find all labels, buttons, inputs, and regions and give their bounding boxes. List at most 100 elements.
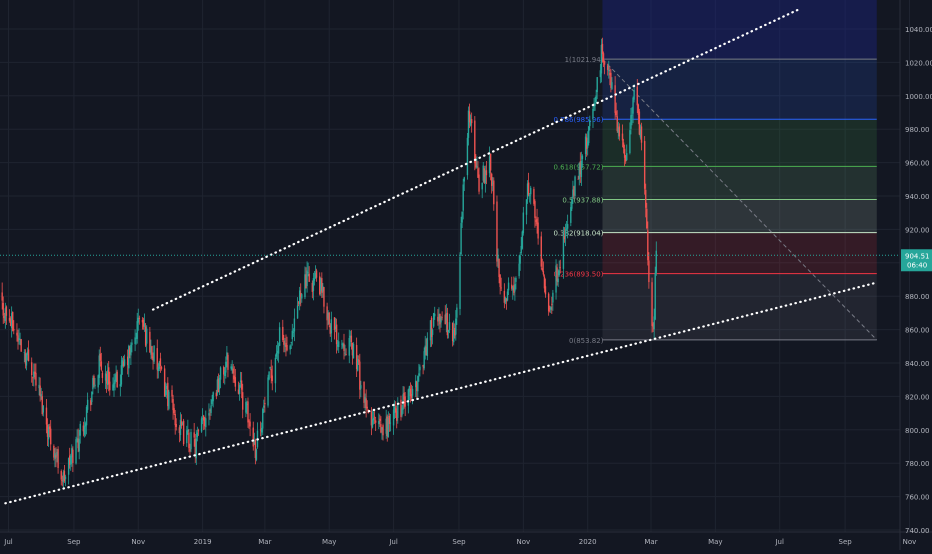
price-tick-label: 860.00 [905, 327, 930, 335]
candle-body [518, 263, 520, 277]
candle-body [579, 161, 582, 175]
candle-body [189, 448, 191, 452]
price-tick-label: 1040.00 [905, 26, 932, 34]
candle-body [534, 201, 536, 218]
candle-body [27, 349, 30, 361]
candle-body [512, 287, 514, 291]
candle-body [254, 440, 257, 458]
candle-body [393, 406, 396, 413]
candle-body [600, 44, 603, 74]
trendlines[interactable] [4, 7, 877, 505]
candle-body [48, 426, 51, 430]
candle-body [652, 323, 654, 327]
candle-body [371, 419, 374, 428]
candle-body [252, 427, 254, 447]
time-tick-label: 2019 [194, 538, 212, 546]
candle-body [163, 368, 166, 397]
candle-body [86, 399, 89, 410]
lower-channel-line[interactable] [4, 281, 877, 505]
candle-body [519, 255, 521, 264]
candle-body [572, 189, 574, 198]
candle-body [24, 353, 27, 364]
candle-body [596, 77, 598, 93]
candle-body [404, 396, 406, 407]
candle-body [496, 201, 498, 262]
candle-body [379, 418, 381, 421]
candle-body [178, 427, 181, 434]
candle-body [646, 208, 648, 229]
candle-body [270, 369, 272, 379]
upper-channel-line[interactable] [151, 7, 801, 311]
candle-body [653, 316, 655, 330]
candle-body [419, 366, 421, 371]
candle-body [233, 375, 235, 380]
candle-body [602, 53, 605, 63]
candle-body [608, 69, 610, 72]
candle-body [20, 339, 22, 352]
candle-body [616, 116, 618, 131]
candle-body [72, 449, 74, 463]
candle-body [336, 344, 339, 347]
candle-body [571, 199, 573, 209]
candle-body [614, 85, 616, 113]
candle-body [262, 408, 264, 429]
candle-body [476, 166, 478, 168]
candle-body [61, 480, 64, 481]
candle-body [57, 449, 59, 468]
candle-body [359, 361, 361, 390]
time-tick-label: Sep [839, 538, 853, 546]
candle-body [430, 317, 433, 337]
candle-body [320, 278, 322, 292]
candle-body [47, 427, 50, 440]
fib-band [602, 166, 877, 200]
time-tick-label: Jul [388, 538, 398, 546]
candle-body [25, 353, 28, 366]
candle-body [144, 326, 147, 346]
candle-body [200, 418, 203, 432]
candle-body [455, 318, 457, 335]
candle-body [643, 140, 646, 189]
candle-body [526, 183, 529, 200]
candle-body [499, 274, 501, 287]
candle-body [618, 126, 621, 137]
candle-body [226, 352, 228, 360]
candle-body [10, 313, 13, 329]
candle-body [104, 373, 107, 381]
candle-body [31, 362, 33, 376]
fib-diagonal-line [602, 58, 878, 341]
price-tick-label: 1000.00 [905, 93, 932, 101]
candle-body [648, 260, 650, 283]
time-tick-label: 2020 [579, 538, 597, 546]
candle-body [478, 174, 480, 192]
candle-body [238, 385, 241, 394]
grid [0, 0, 910, 532]
candle-body [134, 337, 136, 344]
price-tick-label: 740.00 [905, 527, 930, 535]
candle-body [409, 388, 412, 397]
candle-body [515, 277, 517, 282]
candle-body [387, 418, 389, 437]
candle-body [62, 472, 65, 483]
candle-body [12, 312, 14, 331]
candle-body [94, 384, 96, 387]
candle-body [601, 43, 604, 54]
candle-body [330, 319, 333, 334]
candle-body [196, 432, 199, 438]
candle-body [358, 360, 360, 362]
candle-body [401, 408, 403, 416]
candle-body [90, 400, 92, 406]
candle-body [498, 258, 500, 278]
candle-body [269, 366, 271, 369]
candle-body [492, 182, 494, 184]
candle-body [580, 161, 583, 178]
price-tick-label: 800.00 [905, 427, 930, 435]
candle-body [41, 396, 43, 415]
candle-body [3, 316, 5, 319]
candle-body [120, 365, 123, 385]
candle-body [224, 370, 226, 377]
price-tick-label: 780.00 [905, 460, 930, 468]
candle-body [363, 382, 365, 403]
candle-body [305, 274, 307, 289]
